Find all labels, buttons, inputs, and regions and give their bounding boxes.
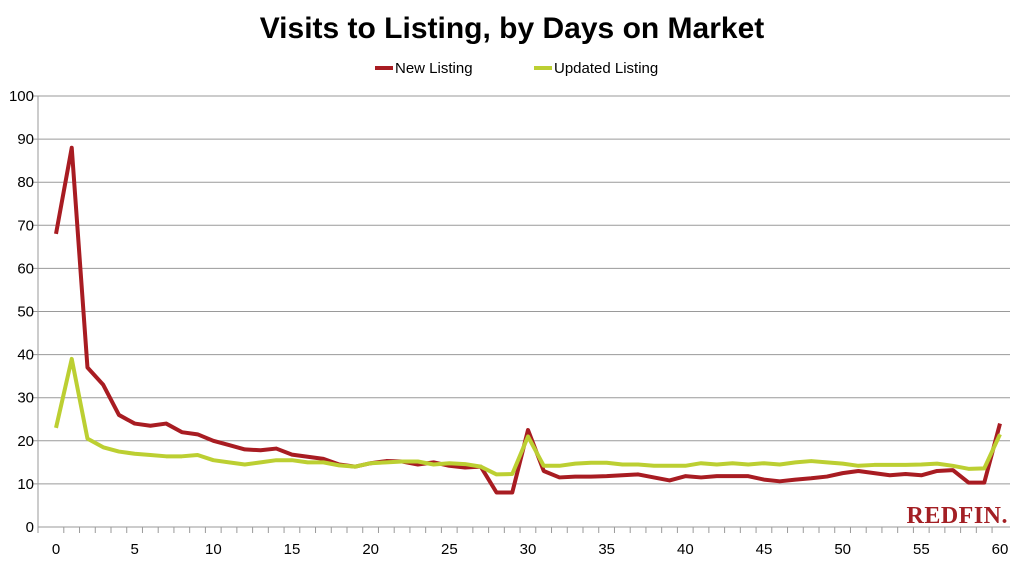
y-tick-label: 30	[17, 390, 34, 407]
x-tick-label: 10	[205, 541, 222, 558]
y-tick-label: 60	[17, 260, 34, 277]
legend-label: Updated Listing	[554, 60, 658, 77]
x-tick-label: 50	[834, 541, 851, 558]
chart-title: Visits to Listing, by Days on Market	[260, 12, 765, 45]
y-tick-label: 10	[17, 476, 34, 493]
series-line-updated-listing	[54, 356, 1002, 477]
x-tick-label: 55	[913, 541, 930, 558]
y-tick-label: 80	[17, 174, 34, 191]
x-tick-label: 0	[52, 541, 60, 558]
y-tick-label: 90	[17, 131, 34, 148]
x-tick-label: 25	[441, 541, 458, 558]
x-tick-label: 15	[284, 541, 301, 558]
y-tick-label: 20	[17, 433, 34, 450]
x-tick-label: 5	[130, 541, 138, 558]
y-tick-label: 40	[17, 347, 34, 364]
x-tick-label: 60	[992, 541, 1009, 558]
grid	[33, 95, 1010, 485]
y-tick-label: 70	[17, 217, 34, 234]
x-tick-label: 20	[362, 541, 379, 558]
y-tick-label: 50	[17, 304, 34, 321]
legend-label: New Listing	[395, 60, 473, 77]
series-lines	[54, 145, 1002, 495]
x-tick-label: 40	[677, 541, 694, 558]
legend: New Listing Updated Listing	[375, 60, 658, 77]
x-tick-label: 45	[756, 541, 773, 558]
axes: 0 10 20 30 40 50 60 70 80 90 100 0 5 10 15 20 25 30 35 40 45…	[9, 88, 1010, 558]
x-tick-label: 35	[598, 541, 615, 558]
redfin-logo: REDFIN.	[906, 503, 1008, 529]
y-tick-label: 100	[9, 88, 34, 105]
series-line-new-listing	[54, 145, 1002, 495]
x-tick-label: 30	[520, 541, 537, 558]
y-tick-label: 0	[26, 519, 34, 536]
